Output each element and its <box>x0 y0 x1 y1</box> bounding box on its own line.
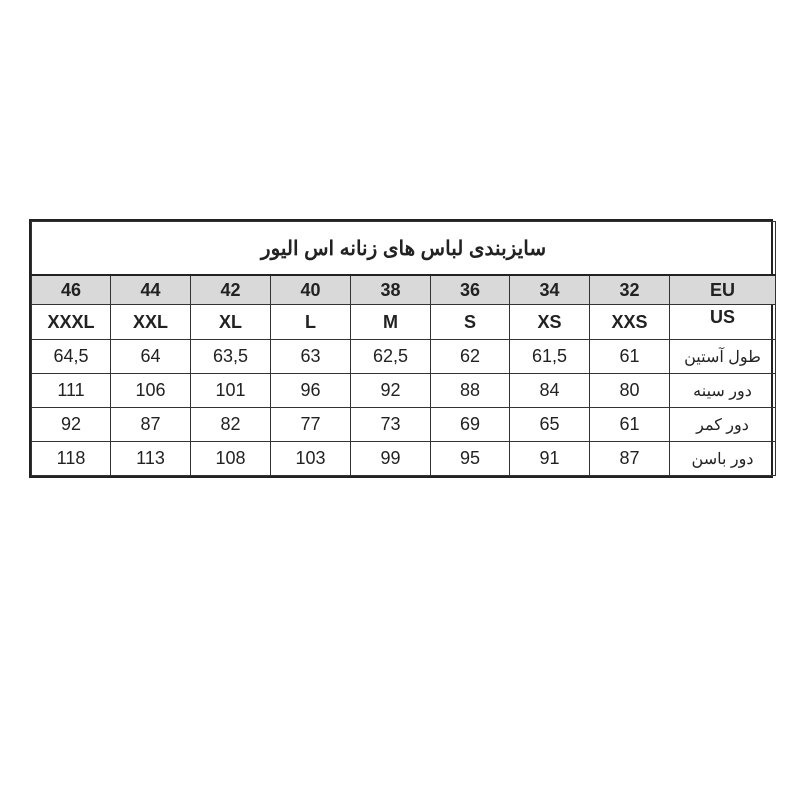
us-size-cell: XL <box>190 304 271 340</box>
eu-size-label: EU <box>668 274 777 305</box>
us-size-cell: XXL <box>110 304 191 340</box>
measurement-row: 111 106 101 96 92 88 84 80 دور سینه <box>31 373 777 408</box>
measurement-cell: 96 <box>270 373 351 408</box>
us-size-cell: XXXL <box>31 304 111 340</box>
eu-size-cell: 40 <box>270 274 351 305</box>
measurement-cell: 63,5 <box>190 339 271 374</box>
measurement-cell: 69 <box>430 407 510 442</box>
eu-size-cell: 36 <box>430 274 510 305</box>
measurement-cell: 103 <box>270 441 351 476</box>
us-size-cell: XS <box>509 304 590 340</box>
eu-size-cell: 42 <box>190 274 271 305</box>
us-size-cell: XXS <box>589 304 670 340</box>
measurement-cell: 80 <box>589 373 670 408</box>
measurement-cell: 111 <box>31 373 111 408</box>
measurement-cell: 87 <box>589 441 670 476</box>
eu-size-cell: 44 <box>110 274 191 305</box>
measurement-cell: 61,5 <box>509 339 590 374</box>
measurement-cell: 118 <box>31 441 111 476</box>
measurement-label: طول آستین <box>668 339 777 374</box>
table-title: سایزبندی لباس های زنانه اس الیور <box>30 221 777 276</box>
eu-size-cell: 46 <box>31 274 111 305</box>
measurement-row: 92 87 82 77 73 69 65 61 دور کمر <box>31 407 777 442</box>
measurement-cell: 82 <box>190 407 271 442</box>
measurement-cell: 91 <box>509 441 590 476</box>
measurement-cell: 73 <box>350 407 431 442</box>
measurement-cell: 65 <box>509 407 590 442</box>
measurement-cell: 92 <box>350 373 431 408</box>
eu-size-row: 46 44 42 40 38 36 34 32 EU <box>31 274 777 305</box>
measurement-cell: 62,5 <box>350 339 431 374</box>
eu-size-cell: 38 <box>350 274 431 305</box>
measurement-cell: 61 <box>589 407 670 442</box>
measurement-cell: 106 <box>110 373 191 408</box>
measurement-label: دور کمر <box>668 407 777 442</box>
us-size-row: XXXL XXL XL L M S XS XXS US <box>31 304 777 340</box>
eu-size-cell: 34 <box>509 274 590 305</box>
measurement-label: دور سینه <box>668 373 777 408</box>
measurement-cell: 101 <box>190 373 271 408</box>
measurement-cell: 108 <box>190 441 271 476</box>
measurement-cell: 88 <box>430 373 510 408</box>
us-size-cell: L <box>270 304 351 340</box>
us-size-cell: S <box>430 304 510 340</box>
measurement-cell: 63 <box>270 339 351 374</box>
measurement-cell: 84 <box>509 373 590 408</box>
measurement-cell: 77 <box>270 407 351 442</box>
size-table: سایزبندی لباس های زنانه اس الیور 46 44 42 4… <box>30 221 777 476</box>
measurement-cell: 95 <box>430 441 510 476</box>
measurement-cell: 62 <box>430 339 510 374</box>
size-chart: سایزبندی لباس های زنانه اس الیور 46 44 42 4… <box>29 219 777 478</box>
measurement-label: دور باسن <box>668 441 777 476</box>
measurement-cell: 64,5 <box>31 339 111 374</box>
eu-size-cell: 32 <box>589 274 670 305</box>
measurement-cell: 113 <box>110 441 191 476</box>
us-size-cell: M <box>350 304 431 340</box>
measurement-cell: 64 <box>110 339 191 374</box>
measurement-row: 118 113 108 103 99 95 91 87 دور باسن <box>31 441 777 476</box>
measurement-cell: 92 <box>31 407 111 442</box>
measurement-cell: 61 <box>589 339 670 374</box>
measurement-row: 64,5 64 63,5 63 62,5 62 61,5 61 طول آستین <box>31 339 777 374</box>
measurement-cell: 87 <box>110 407 191 442</box>
measurement-cell: 99 <box>350 441 431 476</box>
us-size-label: US <box>668 304 777 340</box>
